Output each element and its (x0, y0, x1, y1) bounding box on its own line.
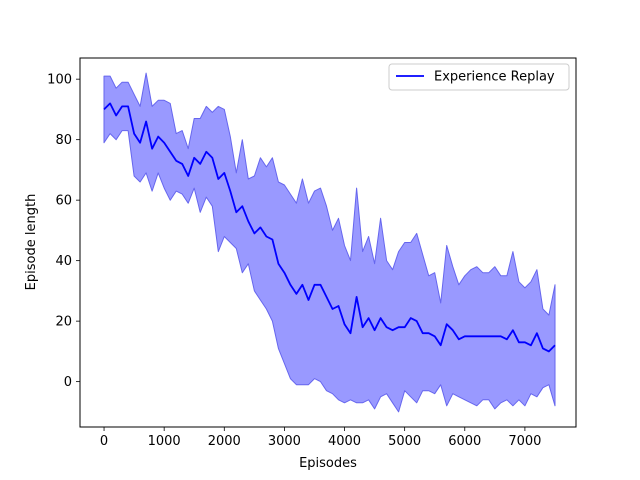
x-tick-label: 6000 (448, 434, 481, 449)
x-tick-label: 4000 (328, 434, 361, 449)
y-tick-label: 20 (55, 315, 72, 330)
y-tick-label: 60 (55, 194, 72, 209)
legend-box (388, 63, 570, 91)
x-tick-label: 7000 (508, 434, 541, 449)
confidence-band (103, 72, 556, 413)
y-axis-label: Episode length (24, 194, 39, 291)
series-line-experience-replay (103, 102, 556, 353)
legend: Experience Replay (388, 63, 570, 91)
x-tick-label: 2000 (208, 434, 241, 449)
y-tick-label: 100 (47, 73, 72, 88)
x-tick-label: 5000 (388, 434, 421, 449)
y-tick-label: 80 (55, 133, 72, 148)
y-axis-ticks: 0 20 40 60 80 100 (47, 73, 80, 390)
plot-frame (79, 57, 577, 428)
x-tick-label: 3000 (268, 434, 301, 449)
legend-label: Experience Replay (434, 70, 555, 85)
y-tick-label: 40 (55, 254, 72, 269)
confidence-band-layer (103, 72, 556, 413)
y-tick-label: 0 (64, 375, 72, 390)
x-tick-label: 0 (100, 434, 108, 449)
mean-line-layer (103, 102, 556, 353)
x-axis-ticks: 0 1000 2000 3000 4000 5000 6000 7000 (100, 427, 541, 449)
x-tick-label: 1000 (148, 434, 181, 449)
x-axis-label: Episodes (299, 456, 357, 471)
